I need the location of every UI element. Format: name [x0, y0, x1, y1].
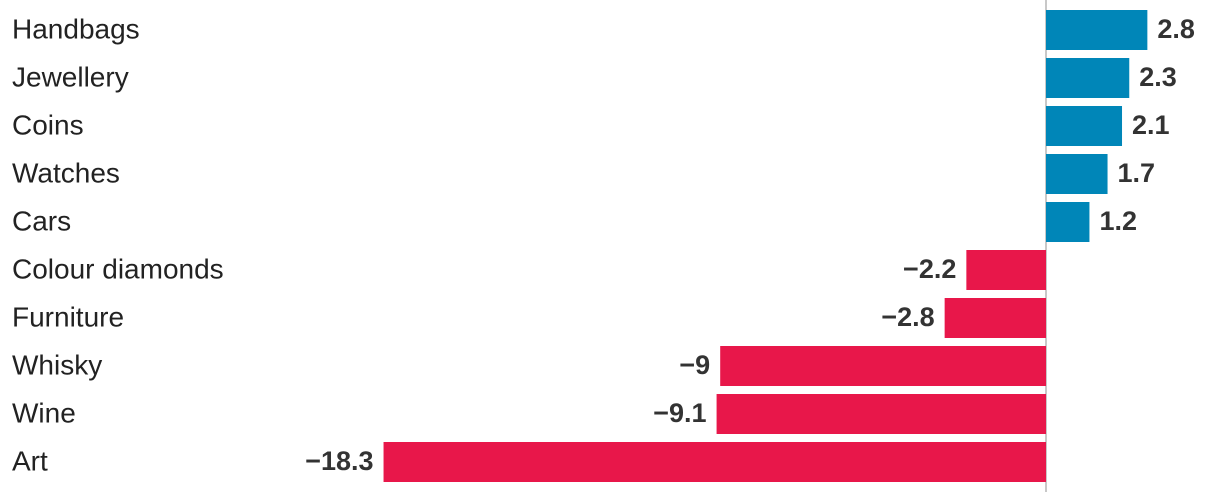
bar: [944, 298, 1046, 338]
value-label: 2.1: [1132, 110, 1170, 140]
category-label: Colour diamonds: [12, 253, 224, 284]
value-label: 2.3: [1139, 62, 1177, 92]
category-label: Handbags: [12, 13, 140, 44]
category-label: Coins: [12, 109, 84, 140]
bar: [1046, 154, 1108, 194]
category-label: Wine: [12, 397, 76, 428]
bar: [1046, 106, 1123, 146]
value-label: −2.2: [903, 254, 956, 284]
category-label: Whisky: [12, 349, 102, 380]
value-label: 1.7: [1118, 158, 1156, 188]
value-label: −9: [679, 350, 710, 380]
value-label: 2.8: [1157, 14, 1195, 44]
category-label: Cars: [12, 205, 71, 236]
category-label: Art: [12, 445, 48, 476]
value-label: −2.8: [881, 302, 934, 332]
value-label: −9.1: [653, 398, 706, 428]
value-label: 1.2: [1099, 206, 1137, 236]
bar: [720, 346, 1046, 386]
category-label: Jewellery: [12, 61, 129, 92]
bar: [1046, 58, 1130, 98]
bar: [1046, 10, 1148, 50]
bar: [716, 394, 1046, 434]
value-label: −18.3: [305, 446, 373, 476]
category-label: Furniture: [12, 301, 124, 332]
bar: [1046, 202, 1090, 242]
bar: [966, 250, 1046, 290]
category-label: Watches: [12, 157, 120, 188]
bar: [383, 442, 1046, 482]
